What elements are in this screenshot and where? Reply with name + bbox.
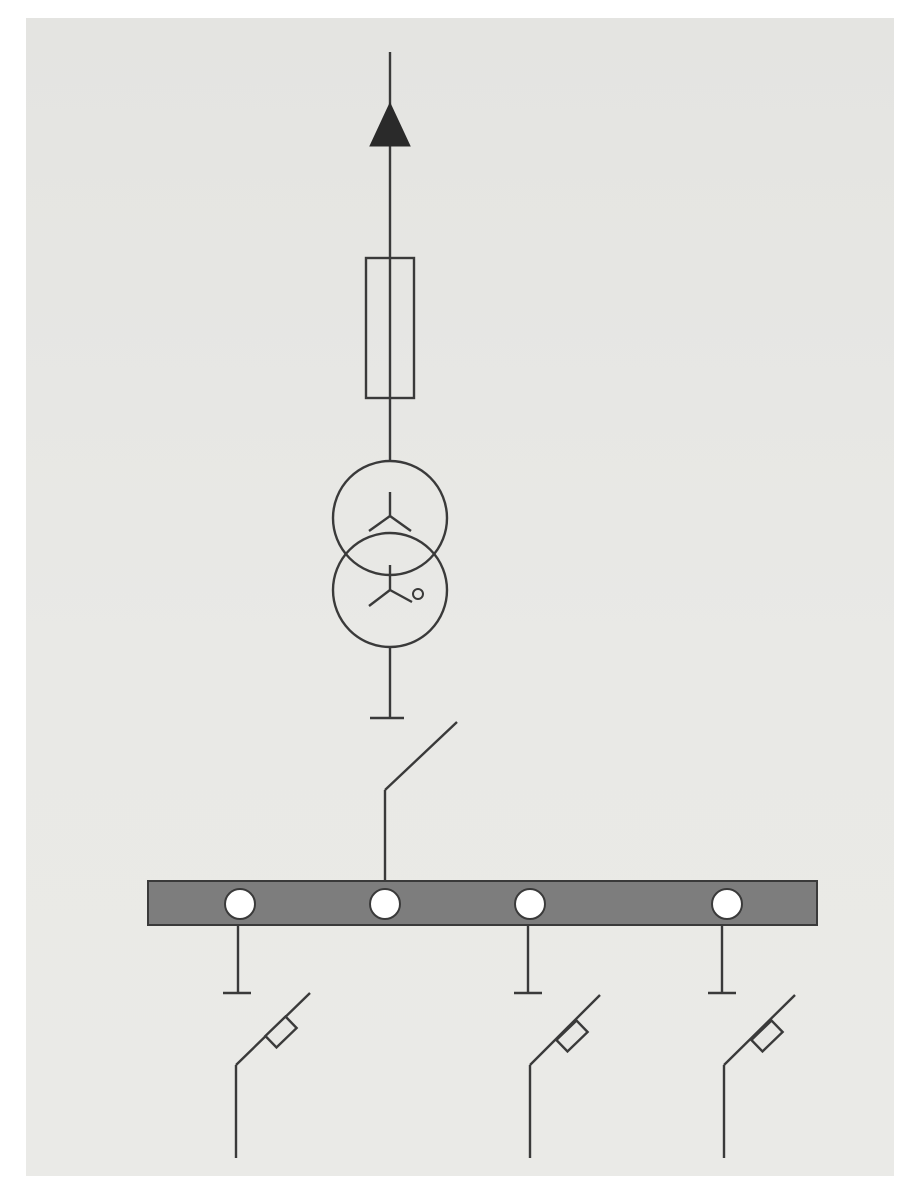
paper-sheet [26, 18, 894, 1176]
neutral-point-icon [412, 588, 424, 600]
feeder-3-switch-icon [722, 994, 796, 1158]
feeder-3 [708, 925, 796, 1158]
main-switch-blade-icon [384, 721, 458, 791]
feeder-2 [514, 925, 601, 1158]
supply-line [369, 52, 411, 258]
busbar [147, 880, 818, 926]
feeder-1-switch-icon [234, 992, 311, 1158]
transformer [331, 459, 449, 720]
feeder-1 [223, 925, 311, 1158]
transformer-primary-winding [331, 459, 449, 577]
secondary-star-icon [368, 565, 424, 607]
busbar-terminal-4 [711, 888, 743, 920]
busbar-terminal-3 [514, 888, 546, 920]
fuse [364, 256, 416, 461]
busbar-terminal-1 [224, 888, 256, 920]
busbar-terminal-2 [369, 888, 401, 920]
busbar-body [147, 880, 818, 926]
main-switch [383, 721, 458, 884]
primary-star-icon [368, 492, 412, 532]
feeder-2-switch-icon [528, 994, 601, 1158]
supply-arrow-icon [369, 101, 411, 147]
